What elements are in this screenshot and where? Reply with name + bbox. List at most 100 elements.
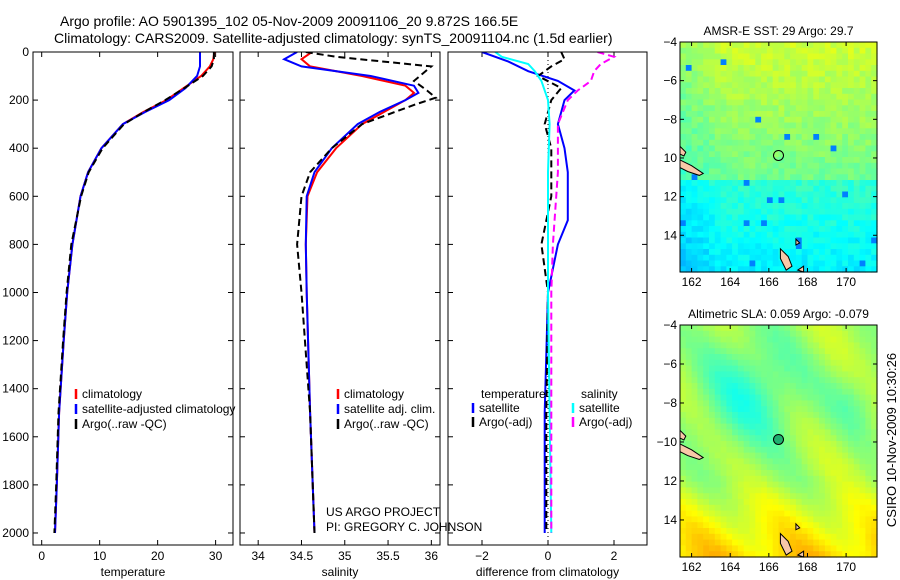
heatmap-cell xyxy=(743,446,751,454)
y-tick-label: 1800 xyxy=(2,478,29,492)
heatmap-cell xyxy=(772,220,780,227)
heatmap-cell xyxy=(697,504,704,512)
heatmap-cell xyxy=(714,59,722,66)
heatmap-cell xyxy=(703,400,710,407)
x-tick-label: 30 xyxy=(209,549,223,563)
heatmap-cell xyxy=(743,111,751,118)
heatmap-cell xyxy=(853,249,861,256)
heatmap-cell xyxy=(778,53,785,60)
heatmap-cell xyxy=(737,522,745,529)
heatmap-cell xyxy=(824,371,832,378)
heatmap-cell xyxy=(680,65,687,72)
heatmap-cell xyxy=(836,417,843,425)
heatmap-cell xyxy=(801,134,809,141)
heatmap-cell xyxy=(737,458,745,465)
heatmap-cell xyxy=(813,82,820,89)
map-frame xyxy=(679,41,878,273)
heatmap-cell xyxy=(680,226,687,233)
heatmap-cell xyxy=(709,545,716,552)
heatmap-cell xyxy=(790,348,797,355)
heatmap-cell xyxy=(732,441,739,448)
heatmap-cell xyxy=(732,348,739,355)
heatmap-cell xyxy=(685,383,693,390)
heatmap-cell xyxy=(680,365,687,372)
heatmap-cell xyxy=(824,254,832,262)
heatmap-cell xyxy=(743,203,751,210)
heatmap-cell xyxy=(807,105,814,112)
heatmap-cell xyxy=(778,231,785,239)
heatmap-cell xyxy=(720,266,727,273)
heatmap-cell xyxy=(691,197,698,204)
heatmap-cell xyxy=(795,359,803,367)
heatmap-cell xyxy=(853,128,861,135)
heatmap-cell xyxy=(703,441,710,448)
heatmap-cell xyxy=(755,325,762,332)
heatmap-cell xyxy=(801,365,809,372)
heatmap-cell xyxy=(824,208,832,216)
heatmap-cell xyxy=(761,452,768,459)
heatmap-cell xyxy=(737,446,745,454)
heatmap-cell xyxy=(732,423,739,430)
heatmap-cell xyxy=(778,191,785,198)
series-line-argo-raw-qc- xyxy=(53,52,215,534)
heatmap-cell xyxy=(714,481,722,488)
heatmap-cell xyxy=(848,551,855,558)
heatmap-cell xyxy=(709,336,716,343)
heatmap-cell xyxy=(709,510,716,517)
heatmap-cell xyxy=(813,383,820,390)
heatmap-cell xyxy=(859,499,866,506)
heatmap-cell xyxy=(714,400,722,407)
heatmap-cell xyxy=(691,145,698,152)
heatmap-cell xyxy=(680,499,687,506)
heatmap-cell xyxy=(766,185,774,193)
heatmap-cell xyxy=(755,400,762,407)
heatmap-cell xyxy=(732,452,739,459)
heatmap-cell xyxy=(819,539,826,546)
heatmap-cell xyxy=(871,539,878,546)
heatmap-cell xyxy=(801,82,809,89)
heatmap-cell xyxy=(830,191,837,198)
heatmap-cell xyxy=(784,487,791,494)
heatmap-cell xyxy=(784,330,791,338)
lon-tick-label: 162 xyxy=(682,560,702,574)
heatmap-cell xyxy=(697,493,704,500)
heatmap-cell xyxy=(749,185,756,193)
heatmap-cell xyxy=(790,481,797,488)
heatmap-cell xyxy=(790,122,797,129)
heatmap-cell xyxy=(743,76,751,83)
heatmap-cell xyxy=(830,412,837,419)
heatmap-cell xyxy=(761,249,768,256)
heatmap-cell xyxy=(819,493,826,500)
heatmap-cell xyxy=(848,203,855,210)
heatmap-cell xyxy=(697,388,704,396)
heatmap-cell xyxy=(766,475,774,483)
heatmap-cell xyxy=(819,185,826,193)
heatmap-cell xyxy=(685,348,693,355)
heatmap-cell xyxy=(824,499,832,506)
heatmap-cell xyxy=(784,82,791,89)
heatmap-cell xyxy=(807,111,814,118)
heatmap-cell xyxy=(703,214,710,221)
heatmap-cell xyxy=(842,180,849,187)
heatmap-cell xyxy=(824,168,832,175)
heatmap-cell xyxy=(761,151,768,158)
heatmap-cell xyxy=(813,59,820,66)
lat-tick-label: 10 xyxy=(664,151,678,165)
heatmap-cell xyxy=(697,458,704,465)
heatmap-cell xyxy=(819,197,826,204)
heatmap-cell xyxy=(813,116,820,124)
heatmap-cell xyxy=(680,475,687,483)
heatmap-cell xyxy=(772,76,780,83)
heatmap-cell xyxy=(743,59,751,66)
heatmap-cell xyxy=(743,139,751,147)
heatmap-cell xyxy=(836,423,843,430)
heatmap-cell xyxy=(755,377,762,384)
heatmap-cell xyxy=(680,487,687,494)
heatmap-cell xyxy=(859,237,866,244)
heatmap-cell xyxy=(819,412,826,419)
heatmap-cell xyxy=(691,342,698,349)
heatmap-cell xyxy=(790,423,797,430)
heatmap-cell xyxy=(743,429,751,436)
heatmap-cell xyxy=(795,260,803,267)
heatmap-cell xyxy=(824,522,832,529)
